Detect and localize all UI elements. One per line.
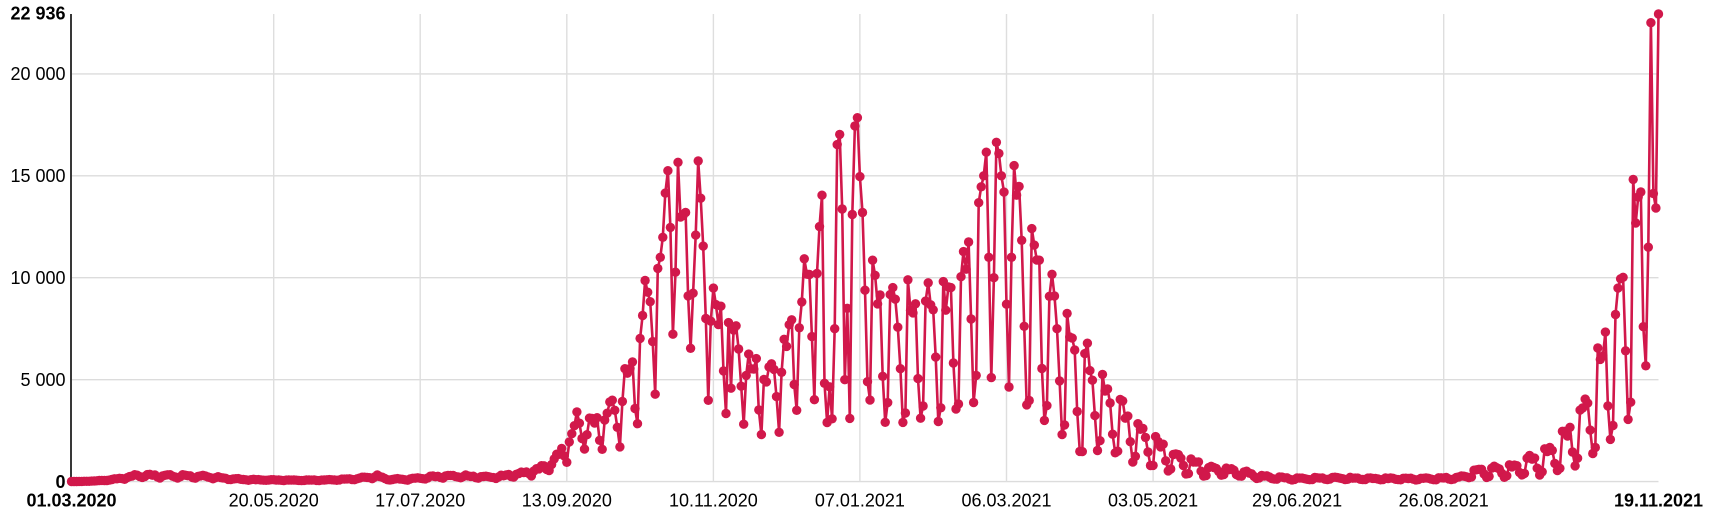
svg-text:10.11.2020: 10.11.2020 [669, 491, 758, 511]
svg-text:5 000: 5 000 [20, 370, 65, 390]
svg-text:17.07.2020: 17.07.2020 [375, 491, 465, 511]
svg-text:0: 0 [55, 472, 65, 492]
svg-text:15 000: 15 000 [10, 166, 65, 186]
svg-text:26.08.2021: 26.08.2021 [1399, 491, 1489, 511]
svg-text:20.05.2020: 20.05.2020 [229, 491, 319, 511]
svg-text:22 936: 22 936 [10, 4, 65, 24]
svg-text:10 000: 10 000 [10, 268, 65, 288]
svg-text:29.06.2021: 29.06.2021 [1252, 491, 1342, 511]
svg-text:06.03.2021: 06.03.2021 [961, 491, 1051, 511]
svg-text:19.11.2021: 19.11.2021 [1614, 491, 1703, 511]
svg-text:01.03.2020: 01.03.2020 [26, 491, 116, 511]
svg-text:07.01.2021: 07.01.2021 [815, 491, 905, 511]
svg-text:13.09.2020: 13.09.2020 [522, 491, 612, 511]
svg-text:20 000: 20 000 [10, 64, 65, 84]
svg-text:03.05.2021: 03.05.2021 [1108, 491, 1198, 511]
